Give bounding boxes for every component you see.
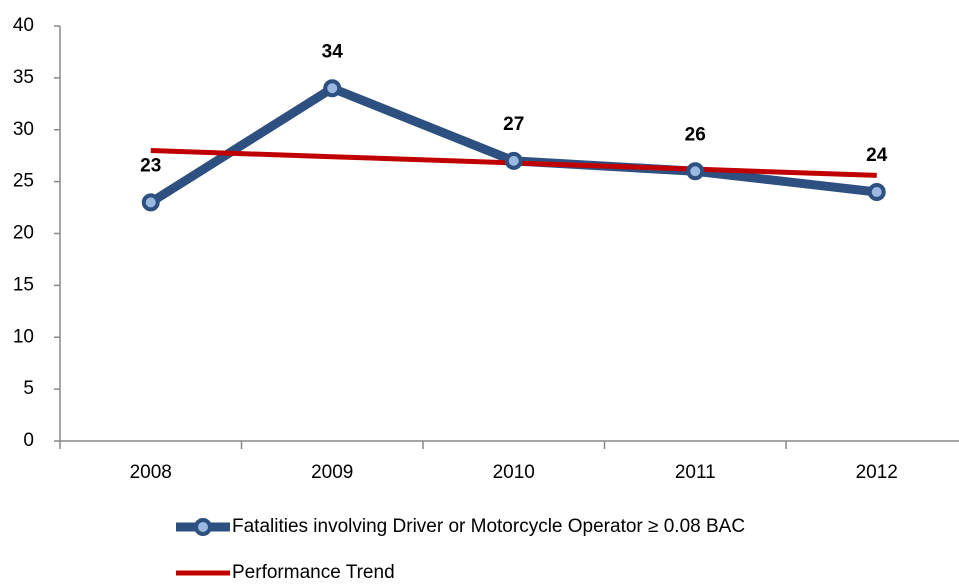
- x-tick-label: 2008: [130, 462, 172, 483]
- y-tick-label: 40: [13, 15, 34, 36]
- y-tick-label: 0: [23, 430, 34, 451]
- y-tick-label: 20: [13, 223, 34, 244]
- x-tick-label: 2011: [675, 462, 716, 483]
- data-label: 27: [503, 114, 524, 135]
- data-label: 26: [685, 124, 706, 145]
- legend-label: Performance Trend: [232, 562, 395, 583]
- y-tick-label: 35: [13, 67, 34, 88]
- series-line: [148, 83, 878, 207]
- legend-marker: [194, 518, 212, 536]
- legend-label: Fatalities involving Driver or Motorcycl…: [232, 516, 745, 537]
- data-label: 34: [322, 41, 344, 62]
- x-tick-label: 2012: [856, 462, 898, 483]
- x-tick-label: 2009: [311, 462, 353, 483]
- data-label: 24: [866, 145, 888, 166]
- point-marker: [686, 162, 705, 181]
- y-tick-label: 30: [13, 119, 34, 140]
- point-marker: [141, 193, 160, 212]
- point-marker: [504, 151, 523, 170]
- data-label: 23: [140, 155, 161, 176]
- y-tick-label: 25: [13, 171, 34, 192]
- point-marker: [323, 79, 342, 98]
- x-tick-label: 2010: [493, 462, 535, 483]
- y-tick-label: 10: [13, 326, 34, 347]
- y-tick-label: 15: [13, 274, 34, 295]
- point-marker: [867, 183, 886, 201]
- y-tick-label: 5: [23, 378, 34, 399]
